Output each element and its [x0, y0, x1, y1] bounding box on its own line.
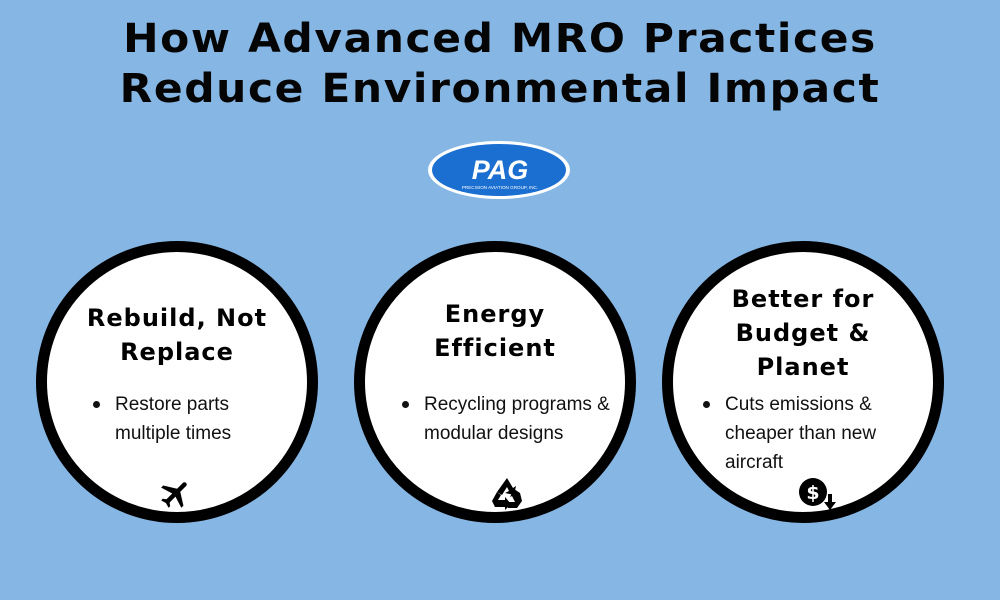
- card-bullet: Recycling programs & modular designs: [402, 390, 610, 448]
- card-energy: Energy Efficient Recycling programs & mo…: [354, 241, 636, 523]
- card-title-line: Planet: [756, 353, 850, 381]
- card-title-line: Efficient: [434, 334, 556, 362]
- logo-tagline: PRECISION AVIATION GROUP, INC.: [462, 185, 538, 190]
- card-bullet: Restore parts multiple times: [93, 390, 231, 448]
- card-title: Better for Budget & Planet: [693, 282, 913, 384]
- title-line-1: How Advanced MRO Practices: [123, 16, 877, 62]
- page-title: How Advanced MRO Practices Reduce Enviro…: [0, 14, 1000, 114]
- pag-logo: PAG PRECISION AVIATION GROUP, INC.: [426, 139, 572, 201]
- card-title: Rebuild, Not Replace: [67, 301, 287, 369]
- card-rebuild: Rebuild, Not Replace Restore parts multi…: [36, 241, 318, 523]
- bullet-line: modular designs: [424, 423, 564, 444]
- bullet-line: Restore parts: [115, 394, 230, 415]
- card-bullet: Cuts emissions & cheaper than new aircra…: [703, 390, 876, 477]
- card-title-line: Rebuild, Not: [86, 304, 268, 332]
- bullet-line: cheaper than new: [725, 423, 877, 444]
- bullet-line: multiple times: [115, 423, 232, 444]
- bullet-line: aircraft: [725, 452, 784, 473]
- card-title-line: Budget &: [735, 319, 871, 347]
- svg-text:$: $: [806, 482, 819, 504]
- logo-text: PAG: [472, 155, 529, 185]
- card-title-line: Better for: [731, 285, 875, 313]
- bullet-line: Cuts emissions &: [725, 394, 872, 415]
- card-title: Energy Efficient: [385, 297, 605, 365]
- recycle-icon: [489, 475, 525, 516]
- dollar-down-icon: $: [797, 476, 839, 517]
- bullet-line: Recycling programs &: [424, 394, 610, 415]
- airplane-icon: [158, 476, 194, 517]
- card-title-line: Replace: [120, 338, 234, 366]
- card-title-line: Energy: [444, 300, 546, 328]
- card-budget: Better for Budget & Planet Cuts emission…: [662, 241, 944, 523]
- title-line-2: Reduce Environmental Impact: [119, 66, 881, 112]
